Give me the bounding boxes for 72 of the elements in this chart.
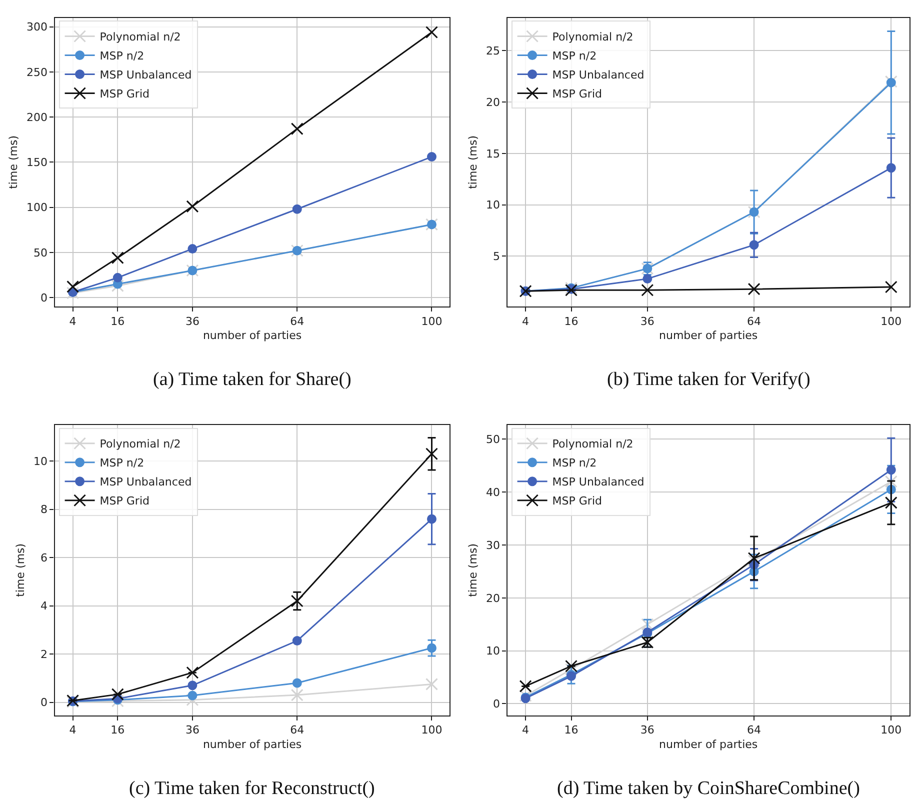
y-tick-label: 10	[486, 644, 500, 658]
y-tick-label: 50	[486, 433, 500, 446]
text: (a) Time taken for Share()	[153, 369, 352, 390]
legend-label: MSP Grid	[100, 494, 150, 508]
legend-label: MSP n/2	[100, 50, 144, 63]
legend-label: MSP Grid	[552, 88, 602, 101]
y-tick-label: 10	[486, 198, 500, 212]
y-tick-label: 300	[26, 20, 48, 34]
y-tick-label: 10	[34, 454, 48, 468]
y-tick-label: 0	[492, 698, 500, 711]
legend-label: MSP Grid	[552, 494, 602, 508]
text: (d) Time taken by CoinShareCombine()	[557, 778, 860, 799]
y-tick-label: 200	[26, 110, 48, 124]
legend-label: MSP Unbalanced	[552, 68, 644, 82]
y-axis-title: time (ms)	[466, 136, 480, 189]
x-tick-label: 16	[110, 314, 125, 328]
y-tick-label: 5	[492, 250, 500, 264]
x-tick-label: 4	[69, 314, 76, 328]
x-axis-title: number of parties	[202, 329, 302, 342]
legend-label: MSP Unbalanced	[100, 476, 192, 489]
y-tick-label: 8	[40, 503, 48, 516]
x-tick-label: 16	[564, 314, 578, 328]
x-tick-label: 4	[522, 724, 530, 737]
legend-label: MSP n/2	[552, 456, 597, 470]
legend-label: MSP n/2	[100, 456, 144, 470]
y-axis-title: time (ms)	[14, 543, 28, 597]
x-tick-label: 64	[747, 724, 762, 737]
legend-label: MSP Unbalanced	[552, 476, 644, 489]
y-tick-label: 4	[40, 600, 48, 613]
legend-label: Polynomial n/2	[100, 30, 181, 44]
x-tick-label: 16	[110, 724, 125, 737]
x-tick-label: 64	[290, 314, 304, 328]
y-tick-label: 50	[34, 246, 48, 260]
x-tick-label: 4	[522, 314, 530, 328]
x-tick-label: 100	[421, 314, 442, 328]
y-tick-label: 30	[486, 538, 500, 552]
x-tick-label: 36	[640, 724, 654, 737]
y-axis-title: time (ms)	[7, 136, 20, 189]
y-tick-label: 250	[26, 66, 48, 79]
legend-label: Polynomial n/2	[552, 30, 634, 44]
text: (c) Time taken for Reconstruct()	[129, 778, 375, 799]
x-tick-label: 64	[747, 314, 762, 328]
legend-label: Polynomial n/2	[100, 438, 181, 451]
x-tick-label: 64	[290, 724, 304, 737]
y-tick-label: 40	[486, 486, 500, 499]
x-axis-title: number of parties	[659, 738, 758, 751]
y-axis-title: time (ms)	[466, 543, 480, 597]
y-tick-label: 25	[486, 44, 500, 58]
x-tick-label: 4	[69, 724, 76, 737]
x-tick-label: 100	[880, 314, 902, 328]
y-tick-label: 0	[40, 696, 48, 710]
x-tick-label: 36	[185, 724, 200, 737]
x-tick-label: 100	[880, 724, 902, 737]
x-tick-label: 36	[185, 314, 200, 328]
x-axis-title: number of parties	[202, 738, 302, 751]
y-tick-label: 20	[486, 96, 500, 109]
legend-label: MSP Grid	[100, 88, 150, 101]
y-tick-label: 20	[486, 592, 500, 605]
y-tick-label: 6	[40, 551, 48, 564]
legend-label: MSP n/2	[552, 50, 597, 63]
y-tick-label: 15	[486, 147, 500, 160]
y-tick-label: 0	[40, 291, 48, 304]
y-tick-label: 100	[26, 201, 48, 214]
x-tick-label: 100	[421, 724, 442, 737]
x-tick-label: 16	[564, 724, 578, 737]
text: (b) Time taken for Verify()	[607, 369, 810, 390]
x-tick-label: 36	[640, 314, 654, 328]
y-tick-label: 2	[40, 648, 48, 661]
y-tick-label: 150	[26, 156, 48, 170]
x-axis-title: number of parties	[659, 329, 758, 342]
legend-label: Polynomial n/2	[552, 438, 634, 451]
legend-label: MSP Unbalanced	[100, 68, 192, 82]
